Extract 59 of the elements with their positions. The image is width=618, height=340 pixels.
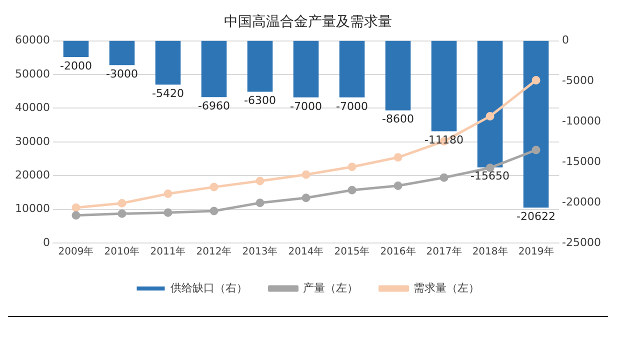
point (348, 162, 356, 172)
data-label: -2000 (60, 59, 92, 72)
y2-tick-label: -25000 (562, 236, 602, 249)
point (532, 146, 540, 154)
point (302, 194, 310, 202)
data-label: -20622 (516, 210, 556, 223)
y2-tick-label: -5000 (562, 74, 594, 88)
legend-label: 需求量（左） (413, 281, 480, 294)
y-tick-label: 10000 (14, 202, 50, 216)
data-label: -7000 (336, 100, 368, 113)
y-tick-label: 20000 (14, 168, 50, 182)
y2-tick-label: -20000 (562, 195, 602, 208)
legend-label: 供给缺口（右） (170, 281, 248, 294)
x-tick-label: 2017年 (426, 246, 462, 258)
data-label: -5420 (152, 86, 184, 100)
y-tick-label: 30000 (14, 134, 50, 148)
point (348, 186, 356, 194)
point (118, 198, 126, 208)
data-label: -15650 (470, 170, 510, 183)
data-label: -7000 (290, 100, 322, 113)
x-tick-label: 2013年 (242, 246, 278, 258)
y2-tick-label: 0 (562, 34, 570, 47)
y2-tick-label: -10000 (562, 114, 602, 128)
x-tick-label: 2012年 (196, 246, 232, 258)
data-label: -11180 (424, 134, 464, 147)
point (532, 76, 540, 84)
point (394, 181, 402, 190)
y-tick-label: 50000 (14, 67, 50, 80)
point (210, 182, 218, 192)
point (256, 176, 264, 186)
y-tick-label: 40000 (14, 101, 50, 114)
legend-label: 产量（左） (302, 281, 358, 294)
point (486, 112, 494, 121)
point (440, 173, 448, 182)
point (394, 153, 402, 162)
x-tick-label: 2009年 (58, 246, 94, 258)
x-tick-label: 2010年 (104, 246, 140, 258)
point (210, 206, 218, 216)
y-tick-label: 60000 (14, 34, 50, 47)
x-tick-label: 2016年 (380, 246, 416, 258)
point (72, 211, 80, 220)
x-tick-label: 2014年 (288, 246, 324, 258)
x-tick-label: 2011年 (150, 246, 186, 258)
point (118, 209, 126, 218)
x-tick-label: 2018年 (472, 246, 508, 258)
data-label: -3000 (106, 67, 138, 80)
x-tick-label: 2015年 (334, 246, 370, 258)
x-tick-label: 2019年 (518, 246, 554, 258)
y2-tick-label: -15000 (562, 154, 602, 168)
data-label: -8600 (382, 112, 414, 126)
point (72, 203, 80, 212)
point (302, 170, 310, 179)
data-label: -6960 (198, 99, 230, 112)
point (164, 208, 172, 217)
chart-title: 中国高温合金产量及需求量 (224, 14, 392, 30)
y-tick-label: 0 (42, 236, 50, 249)
point (164, 190, 172, 198)
data-label: -6300 (244, 94, 276, 108)
point (256, 198, 264, 208)
